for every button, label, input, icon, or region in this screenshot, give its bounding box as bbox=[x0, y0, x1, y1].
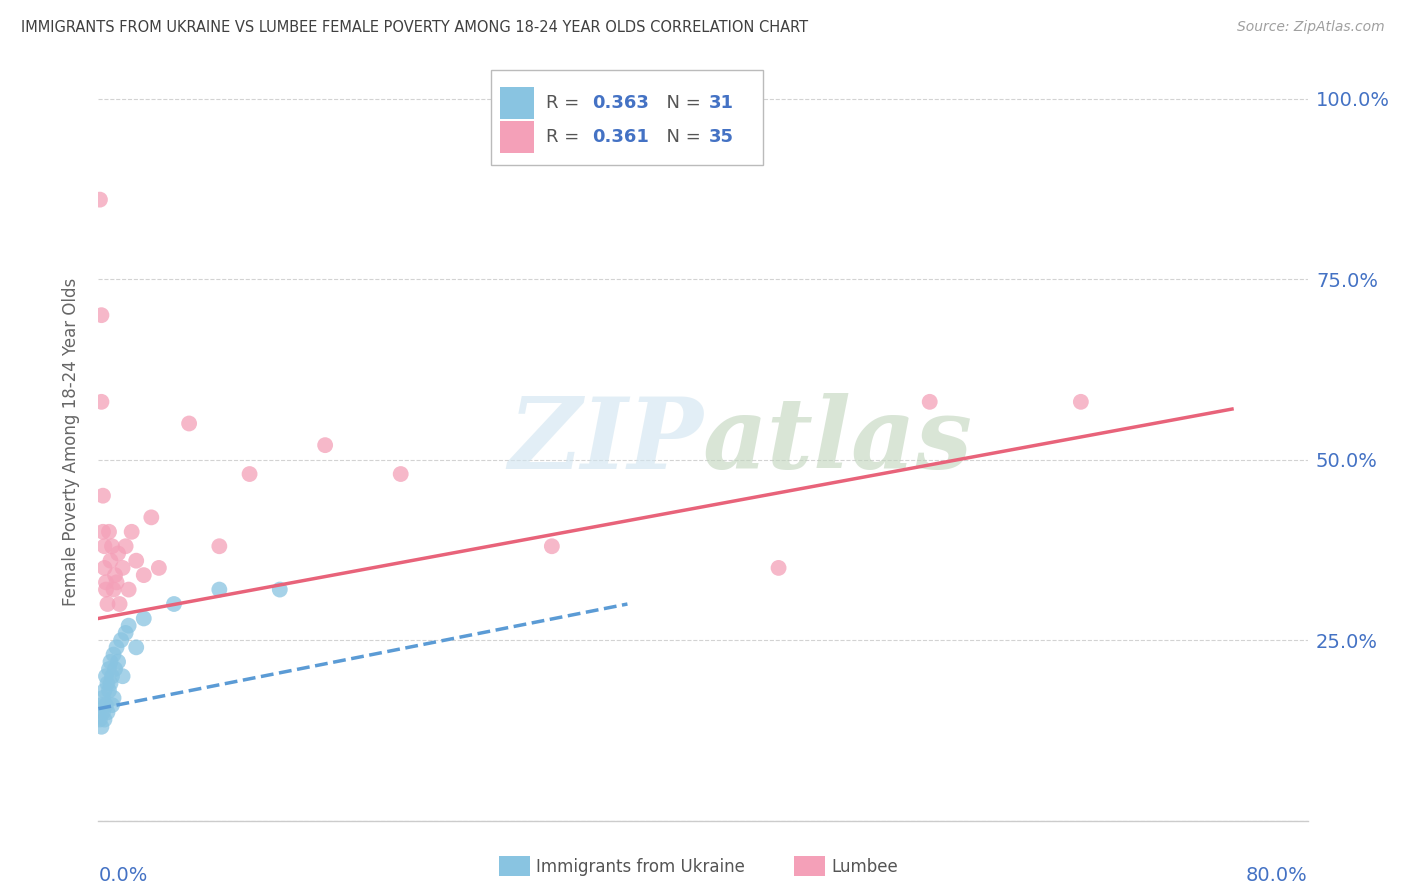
Bar bbox=[492, 70, 763, 165]
Point bbox=[90, 308, 112, 322]
Point bbox=[100, 554, 122, 568]
Point bbox=[163, 597, 186, 611]
Point bbox=[103, 690, 125, 705]
Text: Source: ZipAtlas.com: Source: ZipAtlas.com bbox=[1237, 20, 1385, 34]
Point bbox=[91, 690, 114, 705]
Point bbox=[125, 640, 148, 655]
Point bbox=[90, 394, 112, 409]
Point bbox=[103, 648, 125, 662]
Point bbox=[96, 676, 118, 690]
Point bbox=[94, 669, 117, 683]
Point bbox=[89, 713, 111, 727]
Point bbox=[90, 720, 112, 734]
Text: IMMIGRANTS FROM UKRAINE VS LUMBEE FEMALE POVERTY AMONG 18-24 YEAR OLDS CORRELATI: IMMIGRANTS FROM UKRAINE VS LUMBEE FEMALE… bbox=[21, 20, 808, 35]
Point bbox=[103, 582, 125, 597]
Point bbox=[118, 618, 141, 632]
Point bbox=[107, 655, 129, 669]
Point bbox=[107, 546, 129, 560]
Text: 0.363: 0.363 bbox=[592, 94, 648, 112]
Point bbox=[118, 582, 141, 597]
Text: 0.0%: 0.0% bbox=[98, 866, 148, 885]
Text: R =: R = bbox=[546, 94, 585, 112]
Text: 0.361: 0.361 bbox=[592, 128, 648, 145]
Point bbox=[148, 561, 170, 575]
Point bbox=[314, 438, 336, 452]
Point bbox=[100, 676, 122, 690]
Point bbox=[389, 467, 412, 481]
Point bbox=[179, 417, 201, 431]
Point bbox=[918, 394, 941, 409]
Text: R =: R = bbox=[546, 128, 585, 145]
Point bbox=[93, 561, 115, 575]
Point bbox=[208, 582, 231, 597]
Text: atlas: atlas bbox=[703, 393, 973, 490]
Point bbox=[104, 662, 127, 676]
Text: ZIP: ZIP bbox=[508, 393, 703, 490]
Text: Immigrants from Ukraine: Immigrants from Ukraine bbox=[536, 858, 745, 876]
Text: 31: 31 bbox=[709, 94, 734, 112]
Point bbox=[93, 683, 115, 698]
Text: N =: N = bbox=[655, 94, 706, 112]
Point bbox=[101, 698, 124, 712]
Point bbox=[94, 575, 117, 590]
Point bbox=[91, 524, 114, 539]
Point bbox=[104, 568, 127, 582]
Point bbox=[269, 582, 291, 597]
Y-axis label: Female Poverty Among 18-24 Year Olds: Female Poverty Among 18-24 Year Olds bbox=[62, 277, 80, 606]
Point bbox=[114, 626, 136, 640]
Text: Lumbee: Lumbee bbox=[831, 858, 897, 876]
Point bbox=[94, 698, 117, 712]
Point bbox=[125, 554, 148, 568]
Point bbox=[94, 582, 117, 597]
Point bbox=[105, 575, 128, 590]
Text: N =: N = bbox=[655, 128, 706, 145]
Text: 80.0%: 80.0% bbox=[1246, 866, 1308, 885]
Point bbox=[111, 561, 134, 575]
Point bbox=[96, 597, 118, 611]
Point bbox=[1070, 394, 1092, 409]
Point bbox=[98, 683, 121, 698]
Point bbox=[114, 539, 136, 553]
Text: 35: 35 bbox=[709, 128, 734, 145]
Point bbox=[101, 669, 124, 683]
Point bbox=[98, 662, 121, 676]
Point bbox=[768, 561, 790, 575]
Point bbox=[100, 655, 122, 669]
Point bbox=[208, 539, 231, 553]
Point bbox=[91, 489, 114, 503]
Point bbox=[93, 539, 115, 553]
Point bbox=[110, 633, 132, 648]
Point bbox=[132, 568, 155, 582]
Point bbox=[91, 706, 114, 720]
Point bbox=[89, 193, 111, 207]
Point bbox=[90, 698, 112, 712]
Point bbox=[141, 510, 163, 524]
Point bbox=[108, 597, 131, 611]
Bar bbox=[501, 120, 534, 153]
Point bbox=[132, 611, 155, 625]
Point bbox=[93, 713, 115, 727]
Point bbox=[101, 539, 124, 553]
Point bbox=[111, 669, 134, 683]
Point bbox=[540, 539, 562, 553]
Bar bbox=[501, 87, 534, 119]
Point bbox=[105, 640, 128, 655]
Point bbox=[98, 524, 121, 539]
Point bbox=[239, 467, 262, 481]
Point bbox=[96, 706, 118, 720]
Point bbox=[121, 524, 143, 539]
